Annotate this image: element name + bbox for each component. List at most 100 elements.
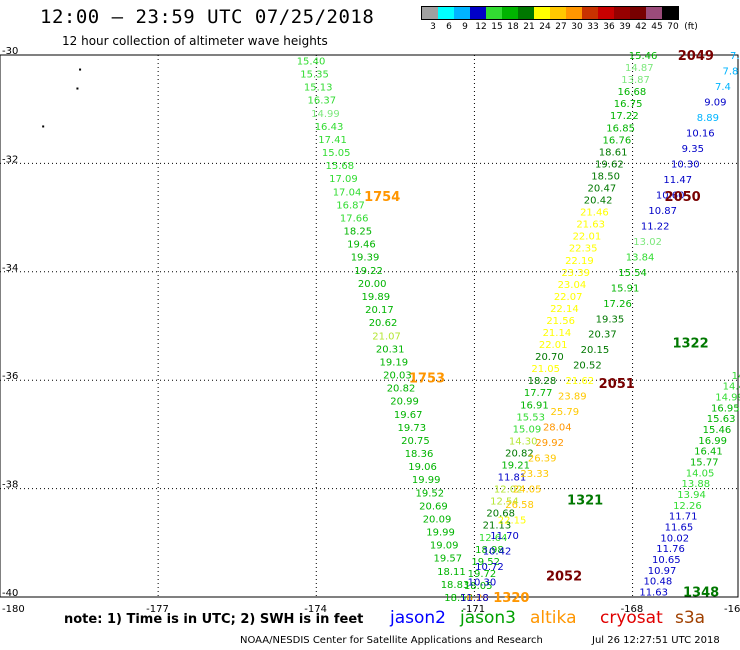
wave-height-value: 19.19 bbox=[379, 357, 408, 368]
wave-height-value: 26.39 bbox=[528, 454, 557, 465]
wave-height-value: 18.28 bbox=[528, 376, 557, 387]
wave-height-value: 23.04 bbox=[558, 280, 587, 291]
wave-height-value: 22.35 bbox=[569, 244, 598, 255]
longitude-tick-label: -16 bbox=[724, 604, 740, 615]
wave-height-value: 19.72 bbox=[468, 569, 497, 580]
wave-height-value: 11.47 bbox=[663, 175, 692, 186]
latitude-tick-label: -36 bbox=[2, 371, 18, 382]
wave-height-value: 21.63 bbox=[576, 220, 605, 231]
wave-height-value: 19.35 bbox=[596, 314, 625, 325]
wave-height-value: 16.95 bbox=[711, 403, 740, 414]
wave-height-value: 23.39 bbox=[561, 268, 590, 279]
legend-swatch bbox=[438, 7, 454, 19]
wave-height-value: 18.83 bbox=[441, 580, 470, 591]
footnote: note: 1) Time is in UTC; 2) SWH is in fe… bbox=[64, 612, 364, 627]
wave-height-value: 22.01 bbox=[539, 340, 568, 351]
wave-height-value: 20.82 bbox=[505, 448, 534, 459]
wave-height-value: 22.15 bbox=[498, 516, 527, 527]
wave-height-value: 11.65 bbox=[665, 523, 694, 534]
pass-number-label: 1348 bbox=[683, 586, 719, 601]
wave-height-value: 19.62 bbox=[595, 159, 624, 170]
legend-unit: (ft) bbox=[684, 22, 698, 32]
latitude-tick-label: -30 bbox=[2, 46, 18, 57]
pass-number-label: 1320 bbox=[493, 591, 529, 606]
wave-height-value: 20.42 bbox=[584, 196, 613, 207]
legend-label: 18 bbox=[507, 22, 519, 32]
wave-height-value: 18.50 bbox=[591, 171, 620, 182]
wave-height-value: 7.4 bbox=[715, 82, 731, 93]
wave-height-value: 14.30 bbox=[509, 436, 538, 447]
wave-height-value: 19.67 bbox=[394, 410, 423, 421]
legend-swatch bbox=[598, 7, 614, 19]
latitude-tick-label: -40 bbox=[2, 588, 18, 599]
wave-height-value: 15.09 bbox=[513, 424, 542, 435]
satellite-cryosat: cryosat bbox=[600, 608, 663, 628]
wave-height-value: 23.89 bbox=[558, 392, 587, 403]
wave-height-value: 20.62 bbox=[369, 318, 398, 329]
wave-height-value: 17.77 bbox=[524, 388, 553, 399]
pass-number-label: 1753 bbox=[409, 371, 445, 386]
wave-height-value: 28.04 bbox=[543, 423, 572, 434]
wave-height-value: 9.09 bbox=[704, 97, 726, 108]
island-marker bbox=[42, 125, 45, 128]
wave-height-value: 19.57 bbox=[433, 554, 462, 565]
wave-height-value: 17.09 bbox=[329, 174, 358, 185]
legend-label: 24 bbox=[539, 22, 551, 32]
wave-height-value: 22.14 bbox=[550, 304, 579, 315]
legend-swatch bbox=[662, 7, 678, 19]
wave-height-value: 21.56 bbox=[546, 316, 575, 327]
wave-height-value: 10.72 bbox=[475, 562, 504, 573]
wave-height-value: 16.43 bbox=[315, 122, 344, 133]
wave-height-value: 9.35 bbox=[682, 144, 704, 155]
wave-height-value: 16.41 bbox=[694, 447, 723, 458]
wave-height-value: 21.62 bbox=[566, 376, 595, 387]
wave-height-value: 20.75 bbox=[401, 436, 430, 447]
wave-height-value: 18.36 bbox=[405, 449, 434, 460]
wave-height-value: 13.02 bbox=[633, 237, 662, 248]
wave-height-value: 19.52 bbox=[415, 488, 444, 499]
pass-number-label: 2052 bbox=[546, 569, 582, 584]
longitude-tick-label: -171 bbox=[462, 604, 485, 615]
longitude-tick-label: -180 bbox=[2, 604, 25, 615]
legend-swatch bbox=[422, 7, 438, 19]
wave-height-value: 21.13 bbox=[483, 521, 512, 532]
wave-height-value: 20.17 bbox=[365, 305, 394, 316]
legend-labels: 3 6 9 12 15 18 21 24 27 30 33 36 39 42 45 70 (ft) bbox=[421, 20, 698, 32]
wave-height-value: 12.26 bbox=[673, 501, 702, 512]
wave-height-value: 10.97 bbox=[648, 566, 677, 577]
wave-height-value: 11.22 bbox=[641, 221, 670, 232]
legend-swatch bbox=[486, 7, 502, 19]
wave-height-value: 11.63 bbox=[639, 588, 668, 599]
wave-height-value: 22.01 bbox=[573, 232, 602, 243]
wave-height-value: 22.07 bbox=[554, 292, 583, 303]
wave-height-value: 11.76 bbox=[656, 544, 685, 555]
legend-label: 45 bbox=[651, 22, 663, 32]
pass-number-label: 2049 bbox=[678, 49, 714, 64]
legend-swatch bbox=[550, 7, 566, 19]
latitude-tick-label: -32 bbox=[2, 154, 18, 165]
wave-height-value: 20.82 bbox=[387, 384, 416, 395]
wave-height-value: 8.89 bbox=[697, 113, 719, 124]
wave-height-value: 21.14 bbox=[543, 328, 572, 339]
wave-height-value: 18.25 bbox=[343, 227, 372, 238]
pass-number-label: 1754 bbox=[364, 190, 400, 205]
wave-height-value: 11.18 bbox=[460, 593, 489, 604]
wave-height-value: 19.99 bbox=[412, 475, 441, 486]
wave-height-value: 16.68 bbox=[618, 87, 647, 98]
wave-height-value: 14.99 bbox=[715, 392, 740, 403]
wave-height-value: 10.65 bbox=[652, 555, 681, 566]
satellite-s3a: s3a bbox=[675, 608, 706, 628]
wave-height-value: 20.99 bbox=[390, 397, 419, 408]
legend-swatch bbox=[614, 7, 630, 19]
wave-height-value: 17.04 bbox=[333, 187, 362, 198]
wave-height-value: 14.99 bbox=[311, 109, 340, 120]
pass-number-label: 1321 bbox=[567, 493, 603, 508]
wave-height-value: 18.98 bbox=[475, 545, 504, 556]
wave-height-value: 19.21 bbox=[501, 461, 530, 472]
wave-height-value: 10.87 bbox=[648, 206, 677, 217]
wave-height-value: 24.05 bbox=[513, 485, 542, 496]
legend-swatch bbox=[646, 7, 662, 19]
wave-height-value: 15.54 bbox=[618, 268, 647, 279]
wave-height-value: 10.42 bbox=[483, 547, 512, 558]
